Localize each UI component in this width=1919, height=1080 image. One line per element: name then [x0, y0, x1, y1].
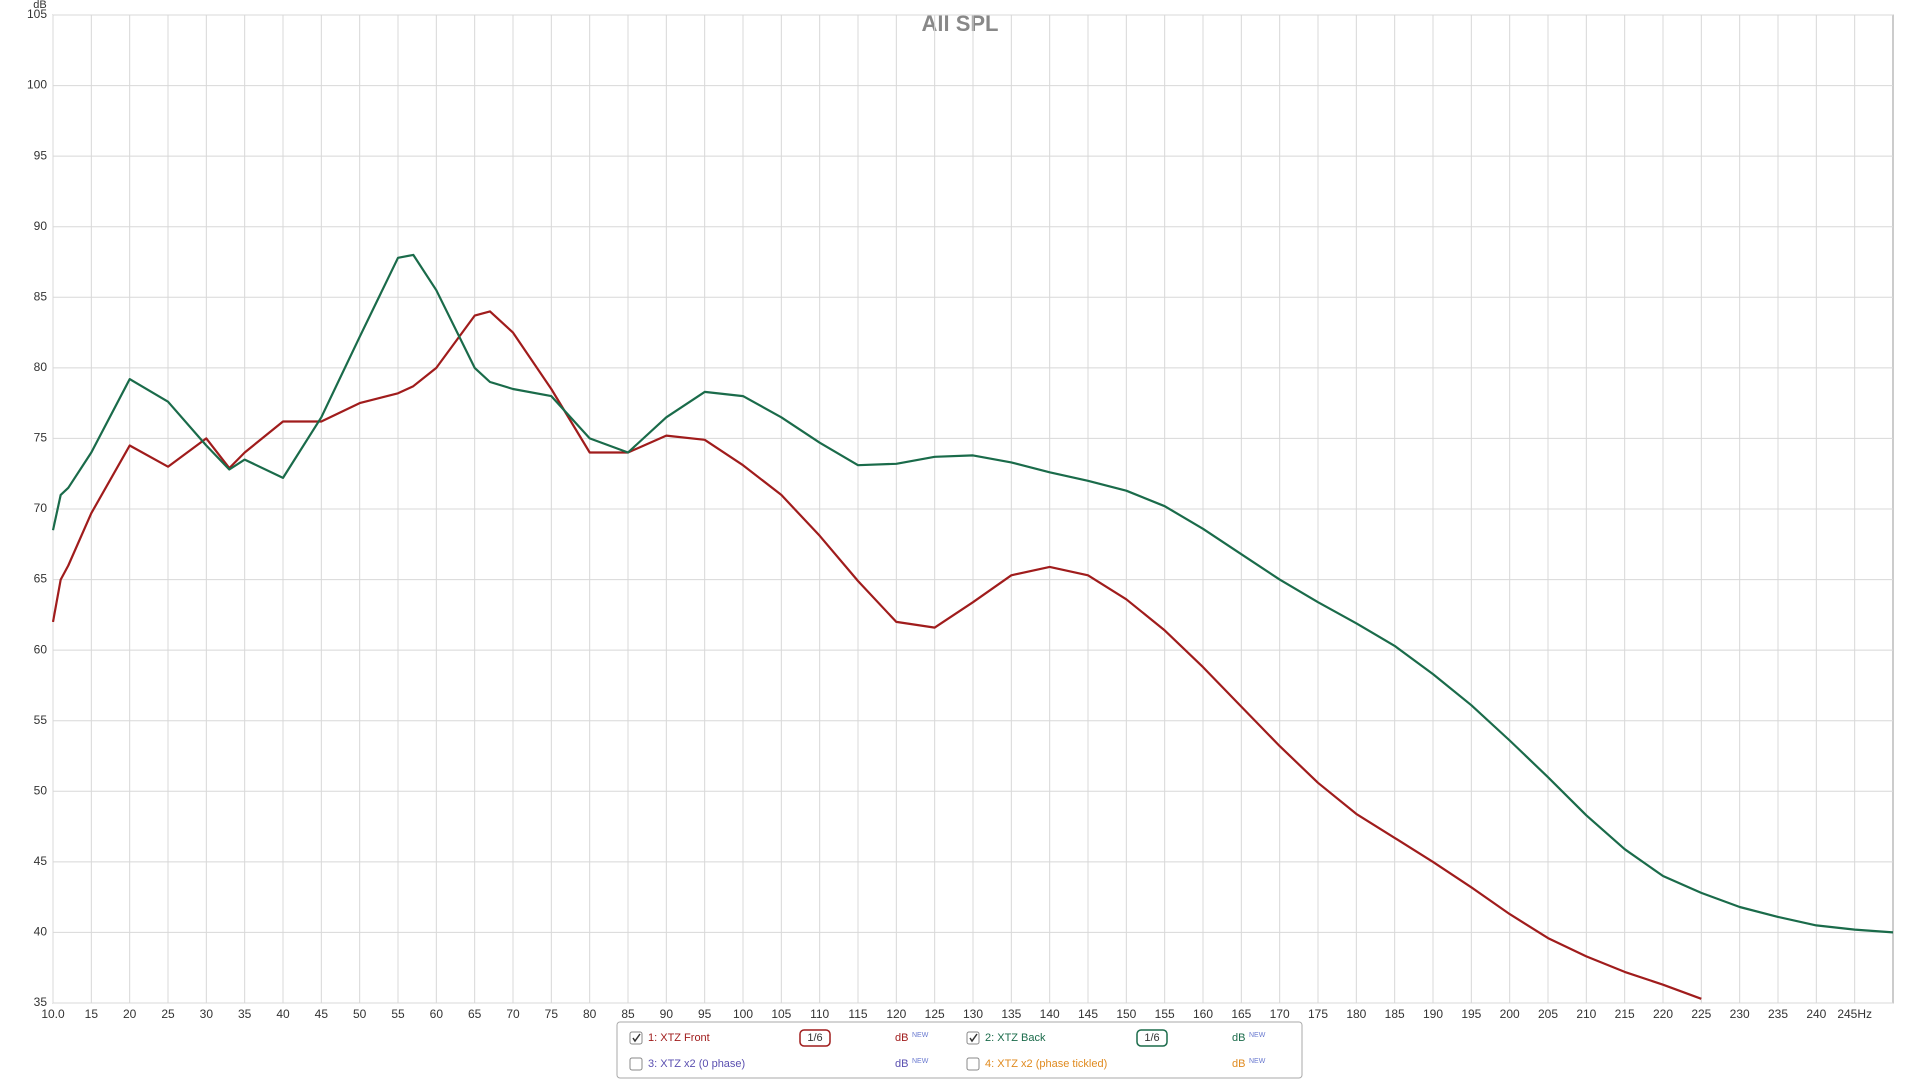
- x-tick-label: 95: [698, 1007, 712, 1021]
- new-tag: NEW: [1249, 1058, 1266, 1065]
- y-tick-label: 50: [34, 783, 48, 797]
- unit-label: dB: [895, 1032, 908, 1044]
- y-tick-label: 40: [34, 925, 48, 939]
- smoothing-label: 1/6: [807, 1032, 822, 1044]
- x-tick-label: 85: [621, 1007, 635, 1021]
- x-tick-label: 130: [963, 1007, 983, 1021]
- x-tick-label: 180: [1346, 1007, 1366, 1021]
- x-tick-label: 220: [1653, 1007, 1673, 1021]
- smoothing-badge[interactable]: [799, 1029, 831, 1047]
- x-tick-label: 120: [886, 1007, 906, 1021]
- x-tick-label: 175: [1308, 1007, 1328, 1021]
- y-tick-label: 90: [34, 219, 48, 233]
- y-tick-label: 35: [34, 995, 48, 1009]
- x-tick-label: 20: [123, 1007, 137, 1021]
- y-tick-label: 80: [34, 360, 48, 374]
- unit-label: dB: [1232, 1058, 1245, 1070]
- x-tick-label: 235: [1768, 1007, 1788, 1021]
- x-tick-label: 80: [583, 1007, 597, 1021]
- x-tick-label: 215: [1615, 1007, 1635, 1021]
- y-tick-label: 100: [27, 78, 47, 92]
- x-tick-label: 100: [733, 1007, 753, 1021]
- legend-label: 2: XTZ Back: [985, 1032, 1046, 1044]
- x-tick-label: 55: [391, 1007, 405, 1021]
- x-tick-label: 45: [315, 1007, 329, 1021]
- x-tick-label: 40: [276, 1007, 290, 1021]
- smoothing-label: 1/6: [1144, 1032, 1159, 1044]
- x-tick-label: 60: [430, 1007, 444, 1021]
- x-tick-label: 125: [925, 1007, 945, 1021]
- checkbox[interactable]: [966, 1057, 980, 1071]
- new-tag: NEW: [912, 1032, 929, 1039]
- x-tick-label: 105: [771, 1007, 791, 1021]
- x-tick-label: 210: [1576, 1007, 1596, 1021]
- x-tick-label: 140: [1040, 1007, 1060, 1021]
- y-tick-label: 70: [34, 501, 48, 515]
- new-tag: NEW: [912, 1058, 929, 1065]
- x-tick-label: 165: [1231, 1007, 1251, 1021]
- y-tick-label: 65: [34, 572, 48, 586]
- x-tick-label: 135: [1001, 1007, 1021, 1021]
- y-tick-label: 95: [34, 148, 48, 162]
- x-tick-label: 225: [1691, 1007, 1711, 1021]
- x-tick-label: 240: [1806, 1007, 1826, 1021]
- x-tick-label: 90: [660, 1007, 674, 1021]
- x-tick-label: 30: [200, 1007, 214, 1021]
- x-tick-label: 25: [161, 1007, 175, 1021]
- checkbox[interactable]: [966, 1031, 980, 1045]
- x-tick-label: 75: [545, 1007, 559, 1021]
- y-tick-label: 60: [34, 642, 48, 656]
- x-tick-label: 15: [85, 1007, 99, 1021]
- unit-label: dB: [895, 1058, 908, 1070]
- x-tick-label: 50: [353, 1007, 367, 1021]
- x-tick-label: 195: [1461, 1007, 1481, 1021]
- checkmark: [632, 1033, 641, 1043]
- x-tick-label: 115: [848, 1007, 867, 1021]
- new-tag: NEW: [1249, 1032, 1266, 1039]
- x-tick-label: 65: [468, 1007, 482, 1021]
- legend-label: 3: XTZ x2 (0 phase): [648, 1058, 745, 1070]
- x-tick-label: 205: [1538, 1007, 1558, 1021]
- series-line: [51, 310, 1702, 1000]
- checkbox[interactable]: [629, 1031, 643, 1045]
- series-line: [51, 253, 1894, 934]
- y-tick-label: 55: [34, 713, 48, 727]
- y-tick-label: 105: [27, 7, 47, 21]
- legend-label: 1: XTZ Front: [648, 1032, 710, 1044]
- y-axis-label: dB: [33, 0, 46, 11]
- x-tick-label: 35: [238, 1007, 252, 1021]
- x-tick-label: 170: [1270, 1007, 1290, 1021]
- y-tick-label: 75: [34, 431, 48, 445]
- x-tick-label: 145: [1078, 1007, 1098, 1021]
- x-tick-label: 190: [1423, 1007, 1443, 1021]
- checkbox[interactable]: [629, 1057, 643, 1071]
- smoothing-badge[interactable]: [1136, 1029, 1168, 1047]
- x-tick-label: 160: [1193, 1007, 1213, 1021]
- x-tick-label: 200: [1500, 1007, 1520, 1021]
- y-tick-label: 45: [34, 854, 48, 868]
- checkmark: [969, 1033, 978, 1043]
- x-tick-label: 110: [810, 1007, 829, 1021]
- x-tick-label: 70: [506, 1007, 520, 1021]
- x-tick-label: 245Hz: [1837, 1007, 1872, 1021]
- x-tick-label: 230: [1730, 1007, 1750, 1021]
- x-tick-label: 185: [1385, 1007, 1405, 1021]
- unit-label: dB: [1232, 1032, 1245, 1044]
- y-tick-label: 85: [34, 289, 48, 303]
- x-tick-label: 155: [1155, 1007, 1175, 1021]
- x-tick-label: 10.0: [41, 1007, 65, 1021]
- legend: [616, 1021, 1303, 1079]
- x-tick-label: 150: [1116, 1007, 1136, 1021]
- legend-label: 4: XTZ x2 (phase tickled): [985, 1058, 1107, 1070]
